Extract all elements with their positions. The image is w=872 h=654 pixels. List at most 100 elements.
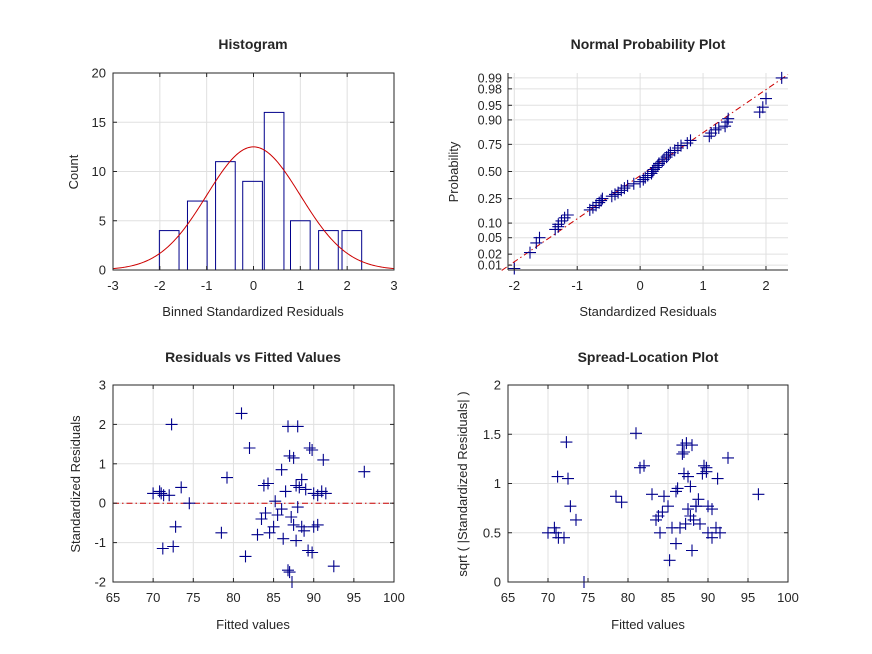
residuals-fitted-point bbox=[299, 483, 312, 496]
spread-location-point bbox=[551, 470, 564, 483]
normal-probability-ytick-label: 0.99 bbox=[478, 71, 502, 85]
histogram-xtick-label: 2 bbox=[344, 278, 351, 293]
spread-location-point bbox=[615, 496, 628, 509]
normal-probability-point bbox=[615, 184, 628, 197]
normal-probability-xlabel: Standardized Residuals bbox=[579, 304, 717, 319]
residuals-fitted-xtick-label: 80 bbox=[226, 590, 240, 605]
residuals-fitted-point bbox=[291, 420, 304, 433]
residuals-fitted-point bbox=[317, 453, 330, 466]
residuals-fitted-point bbox=[306, 444, 319, 456]
normal-probability-point bbox=[684, 134, 697, 147]
normal-probability-ytick-label: 0.10 bbox=[478, 217, 502, 231]
spread-location-point bbox=[610, 490, 622, 503]
spread-location-point bbox=[670, 485, 682, 498]
spread-location-point bbox=[711, 472, 724, 485]
normal-probability-xtick-label: -2 bbox=[509, 278, 521, 293]
spread-location-point bbox=[700, 465, 713, 478]
spread-location-point bbox=[562, 472, 574, 485]
normal-probability-point bbox=[561, 209, 574, 221]
histogram-normal-fit-curve bbox=[112, 146, 395, 270]
histogram-xlabel: Binned Standardized Residuals bbox=[162, 304, 344, 319]
spread-location-point bbox=[646, 488, 658, 501]
residuals-fitted-ytick-label: 0 bbox=[99, 496, 106, 511]
residuals-fitted-xtick-label: 70 bbox=[146, 590, 160, 605]
normal-probability-point bbox=[524, 246, 536, 259]
normal-probability-point bbox=[775, 71, 788, 84]
spread-location-point bbox=[671, 482, 684, 495]
normal-probability-point bbox=[549, 223, 562, 236]
spread-location-point bbox=[684, 480, 697, 493]
residuals-fitted-xtick-label: 95 bbox=[347, 590, 361, 605]
spread-location-point bbox=[690, 500, 702, 513]
normal-probability-point bbox=[753, 106, 766, 119]
histogram-title: Histogram bbox=[218, 36, 287, 52]
residuals-fitted-point bbox=[275, 463, 288, 476]
normal-probability-point bbox=[583, 203, 596, 216]
normal-probability-ticks: -2 -1 0 1 20.010.020.050.100.250.500.750.900… bbox=[478, 71, 788, 293]
normal-probability-point bbox=[668, 144, 681, 157]
residuals-fitted-ticks: 65 70 75 80 85 90 95 100 -2 -1 0 1 2 3 bbox=[94, 378, 404, 606]
histogram-ytick-label: 10 bbox=[92, 164, 106, 179]
spread-location-point bbox=[634, 461, 646, 474]
spread-location-title: Spread-Location Plot bbox=[578, 349, 719, 365]
spread-location-point bbox=[714, 526, 726, 539]
residuals-fitted-point bbox=[358, 465, 371, 478]
normal-probability-ylabel: Probability bbox=[446, 141, 461, 202]
spread-location-xtick-label: 85 bbox=[661, 590, 675, 605]
residuals-fitted-ytick-label: 2 bbox=[99, 417, 106, 432]
normal-probability-ytick-label: 0.98 bbox=[478, 82, 502, 96]
residuals-fitted-point bbox=[157, 489, 170, 502]
histogram-ytick-label: 20 bbox=[92, 66, 106, 81]
residuals-fitted-point bbox=[293, 481, 306, 494]
normal-probability-grid bbox=[508, 73, 788, 270]
normal-probability-point bbox=[621, 179, 634, 192]
normal-probability-point bbox=[586, 201, 599, 214]
histogram-xtick-label: 0 bbox=[250, 278, 257, 293]
residuals-fitted-point bbox=[156, 542, 169, 555]
spread-location-point bbox=[706, 531, 718, 544]
spread-location-point bbox=[650, 513, 662, 526]
normal-probability-ytick-label: 0.05 bbox=[478, 231, 502, 245]
spread-location-axes: Spread-Location Plot Fitted values sqrt … bbox=[455, 349, 799, 632]
histogram-frame bbox=[112, 72, 395, 271]
histogram-ytick-label: 5 bbox=[99, 213, 106, 228]
residuals-fitted-point bbox=[235, 407, 248, 420]
spread-location-xtick-label: 75 bbox=[581, 590, 595, 605]
histogram-ylabel: Count bbox=[66, 154, 81, 189]
histogram-xtick-label: -2 bbox=[154, 278, 166, 293]
normal-probability-ytick-label: 0.75 bbox=[478, 138, 502, 152]
normal-probability-point bbox=[595, 194, 608, 207]
normal-probability-point bbox=[681, 137, 694, 150]
residuals-fitted-point bbox=[215, 526, 228, 539]
residuals-fitted-point bbox=[255, 513, 268, 525]
residuals-fitted-ytick-label: -1 bbox=[94, 535, 106, 550]
histogram-ytick-label: 15 bbox=[92, 115, 106, 130]
residuals-fitted-title: Residuals vs Fitted Values bbox=[165, 349, 341, 365]
spread-location-point bbox=[670, 537, 682, 550]
normal-probability-point bbox=[605, 190, 618, 203]
residuals-fitted-xtick-label: 85 bbox=[266, 590, 280, 605]
residuals-fitted-point bbox=[251, 528, 264, 541]
residuals-fitted-point bbox=[257, 479, 270, 492]
normal-probability-point bbox=[590, 199, 603, 212]
spread-location-ytick-label: 1.5 bbox=[483, 427, 501, 442]
spread-location-point bbox=[752, 488, 765, 501]
residuals-fitted-xtick-label: 75 bbox=[186, 590, 200, 605]
normal-probability-point bbox=[760, 92, 772, 105]
residuals-fitted-point bbox=[263, 526, 276, 539]
normal-probability-title: Normal Probability Plot bbox=[571, 36, 726, 52]
spread-location-point bbox=[570, 513, 582, 526]
residuals-fitted-point bbox=[303, 442, 316, 454]
residuals-fitted-point bbox=[285, 511, 298, 523]
spread-location-point bbox=[654, 526, 666, 539]
spread-location-point bbox=[694, 517, 706, 530]
spread-location-xtick-label: 65 bbox=[501, 590, 515, 605]
residuals-fitted-point bbox=[327, 560, 340, 573]
normal-probability-point bbox=[662, 148, 675, 161]
residuals-fitted-point bbox=[290, 479, 303, 492]
spread-location-point bbox=[564, 500, 577, 513]
residuals-fitted-point bbox=[306, 546, 319, 559]
spread-location-xtick-label: 100 bbox=[777, 590, 799, 605]
spread-location-point bbox=[722, 451, 734, 464]
